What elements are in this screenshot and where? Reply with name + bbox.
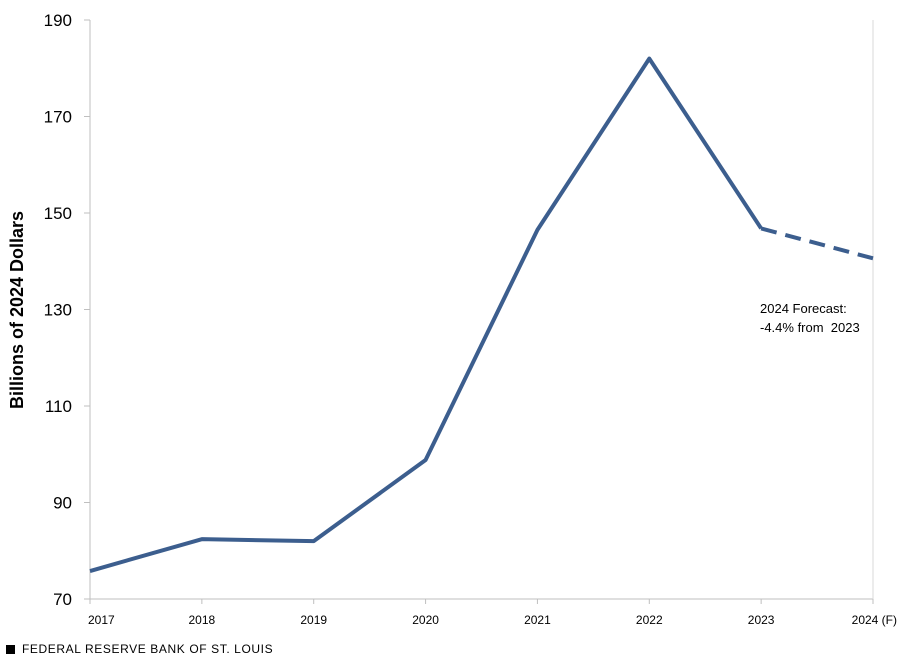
data-series xyxy=(89,56,874,573)
y-tick-label: 170 xyxy=(44,108,72,127)
x-tick-label: 2022 xyxy=(636,613,663,627)
series-line-actual xyxy=(89,56,763,573)
chart-axes xyxy=(89,20,874,600)
y-tick-label: 110 xyxy=(45,397,72,416)
x-tick-label: 2019 xyxy=(300,613,327,627)
square-bullet-icon xyxy=(6,644,15,654)
x-tick-label: 2024 (F) xyxy=(852,613,897,627)
y-tick-label: 190 xyxy=(44,11,72,30)
x-tick-label: 2023 xyxy=(748,613,775,627)
forecast-annotation-line-1: 2024 Forecast: xyxy=(760,301,847,316)
x-axis-ticks: 2017 2018 2019 2020 2021 2022 2023 2024 (F) xyxy=(88,599,897,627)
y-tick-label: 130 xyxy=(44,301,72,320)
y-axis-ticks: 70 90 110 130 150 170 190 xyxy=(44,11,90,609)
y-axis-label: Billions of 2024 Dollars xyxy=(7,211,27,409)
y-tick-label: 90 xyxy=(53,494,72,513)
y-tick-label: 70 xyxy=(53,590,72,609)
x-tick-label: 2020 xyxy=(412,613,439,627)
x-tick-label: 2017 xyxy=(88,613,115,627)
series-line-forecast xyxy=(760,226,874,261)
footer-credit: FEDERAL RESERVE BANK OF ST. LOUIS xyxy=(6,642,273,656)
y-tick-label: 150 xyxy=(44,204,72,223)
x-tick-label: 2018 xyxy=(189,613,216,627)
forecast-annotation-line-2: -4.4% from 2023 xyxy=(760,320,860,335)
x-tick-label: 2021 xyxy=(524,613,551,627)
footer-source-text: FEDERAL RESERVE BANK OF ST. LOUIS xyxy=(22,642,274,656)
